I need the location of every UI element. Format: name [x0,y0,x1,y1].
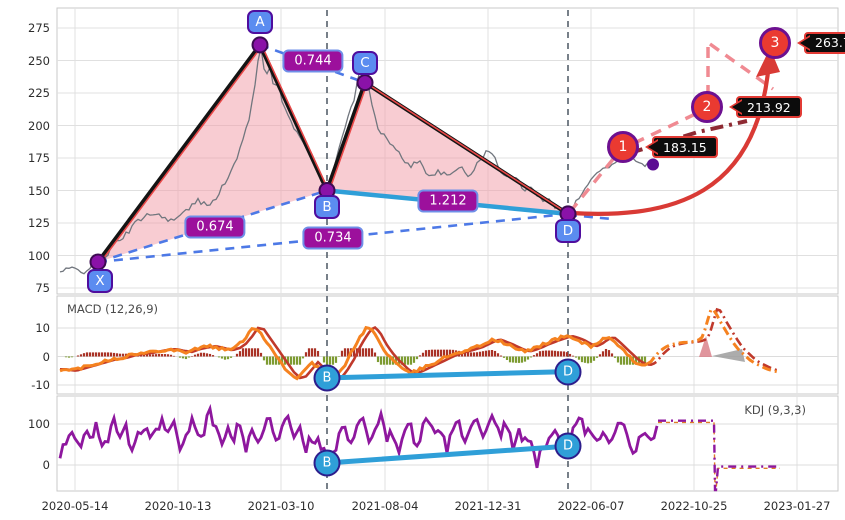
price-y-tick-label: 225 [28,86,50,100]
price-y-tick-label: 75 [35,281,50,295]
ratio-label-xd[interactable]: 0.734 [302,226,364,250]
x-date-label: 2021-12-31 [454,499,522,513]
macd-y-tick-label: 0 [42,349,50,364]
macd-marker-d[interactable]: D [554,358,582,386]
macd-y-tick-label: -10 [31,378,50,392]
macd-y-tick-label: 10 [35,321,50,335]
pattern-point-label-b[interactable]: B [314,195,340,219]
price-y-tick-label: 250 [28,53,50,68]
x-date-label: 2022-10-25 [660,499,728,513]
pattern-point-label-x[interactable]: X [87,269,113,293]
x-date-label: 2023-01-27 [763,499,831,513]
target-circle-2[interactable]: 2 [691,91,723,124]
ratio-label-bd[interactable]: 1.212 [417,189,479,213]
price-y-tick-label: 275 [28,21,50,35]
ratio-label-ac[interactable]: 0.744 [282,49,344,73]
pattern-point-label-c[interactable]: C [352,50,378,75]
macd-panel-title: MACD (12,26,9) [67,302,158,316]
target-circle-1[interactable]: 1 [607,131,639,164]
pattern-point-label-d[interactable]: D [555,218,581,243]
target-price-tag-3: 263.70 [804,31,845,54]
target-price-tag-1: 183.15 [652,136,718,159]
price-y-tick-label: 175 [28,151,50,165]
x-date-label: 2020-05-14 [41,499,109,513]
price-y-tick-label: 200 [28,118,50,133]
kdj-panel-title: KDJ (9,3,3) [744,403,806,417]
target-price-tag-2: 213.92 [736,96,802,119]
x-date-label: 2022-06-07 [557,499,625,513]
kdj-y-tick-label: 0 [42,458,50,472]
x-date-label: 2021-03-10 [247,499,315,513]
price-y-tick-label: 150 [28,183,50,198]
pattern-point-label-a[interactable]: A [247,9,273,34]
kdj-marker-d[interactable]: D [554,432,582,460]
target-circle-3[interactable]: 3 [759,26,791,59]
kdj-y-tick-label: 100 [28,417,50,431]
price-y-tick-label: 100 [28,248,50,263]
x-date-label: 2020-10-13 [144,499,212,513]
x-date-label: 2021-08-04 [351,499,419,513]
macd-marker-b[interactable]: B [313,364,341,392]
ratio-label-xb[interactable]: 0.674 [184,215,246,239]
price-y-tick-label: 125 [28,216,50,230]
kdj-marker-b[interactable]: B [313,449,341,477]
